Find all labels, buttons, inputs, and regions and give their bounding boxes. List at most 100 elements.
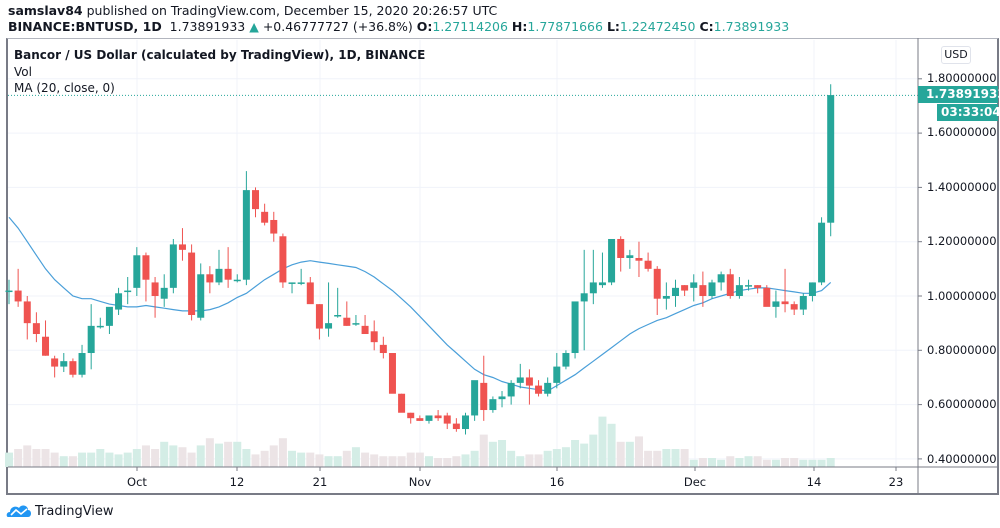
price-label: 0.60000000 (927, 397, 997, 411)
volume-bar (634, 436, 643, 467)
volume-bar (762, 459, 771, 467)
time-label: Nov (408, 475, 432, 489)
volume-bar (297, 452, 306, 467)
candle-body (763, 287, 771, 307)
volume-legend[interactable]: Vol (14, 65, 32, 79)
close-value: 1.73891933 (713, 19, 790, 34)
candle-body (242, 190, 250, 280)
candle-body (425, 415, 433, 421)
symbol: BINANCE:BNTUSD, 1D (8, 19, 162, 34)
volume-bar (333, 456, 342, 467)
volume-bar (406, 452, 415, 467)
volume-bar (260, 450, 269, 467)
price-label: 0.40000000 (927, 452, 997, 466)
volume-bar (671, 449, 680, 467)
tradingview-cloud-icon (6, 505, 32, 517)
candle-body (279, 236, 287, 283)
candle-body (489, 399, 497, 411)
candle-body (60, 361, 68, 367)
candle-body (681, 285, 689, 291)
candle-body (42, 336, 50, 356)
volume-bar (32, 449, 41, 467)
high-value: 1.77871666 (527, 19, 603, 34)
candle-body (507, 382, 515, 397)
chart-frame (6, 38, 999, 495)
currency-button[interactable]: USD (941, 46, 971, 64)
volume-bar (342, 450, 351, 467)
candle-body (343, 317, 351, 326)
candle-body (124, 290, 132, 293)
price-label: 1.80000000 (927, 71, 997, 85)
tradingview-logo[interactable]: TradingView (6, 502, 114, 520)
volume-bar (361, 452, 370, 467)
countdown-tag: 03:33:04 (937, 104, 1000, 121)
volume-bar (315, 454, 324, 467)
volume-bar (625, 441, 634, 467)
candle-body (23, 301, 31, 324)
candle-body (462, 415, 469, 430)
volume-bar (808, 459, 817, 467)
volume-bar (14, 449, 23, 467)
volume-bar (242, 449, 251, 467)
candle-body (662, 296, 670, 299)
candle-body (589, 282, 597, 294)
volume-bar (224, 441, 233, 467)
candle-body (635, 257, 643, 261)
candle-body (471, 380, 479, 416)
volume-bar (689, 459, 698, 467)
candle-body (206, 274, 214, 283)
last-price: 1.73891933 (169, 19, 246, 34)
candle-body (498, 396, 506, 400)
volume-bar (306, 452, 315, 467)
price-label: 0.80000000 (927, 343, 997, 357)
ma-line (8, 216, 832, 392)
candle-body (626, 255, 634, 258)
open-label: O: (416, 19, 433, 34)
time-label: 16 (549, 475, 565, 489)
volume-bar (744, 456, 753, 467)
candle-body (480, 382, 488, 411)
candle-body (160, 287, 168, 299)
close-label: C: (699, 19, 714, 34)
candle-body (717, 274, 725, 283)
candle-body (188, 252, 196, 316)
volume-bar (781, 458, 790, 467)
candle-body (215, 268, 223, 283)
candle-body (827, 95, 835, 223)
candle-body (398, 393, 406, 413)
candle-body (352, 323, 360, 325)
volume-bar (525, 454, 534, 467)
candle-body (535, 385, 543, 394)
candle-body (808, 282, 816, 296)
candle-body (434, 415, 442, 419)
volume-bar (799, 459, 808, 467)
price-label: 1.20000000 (927, 234, 997, 248)
volume-bar (653, 450, 662, 467)
volume-bar (735, 458, 744, 467)
candle-body (325, 323, 333, 329)
last-price-tag: 1.73891933 (918, 86, 1000, 103)
candle-body (379, 344, 387, 354)
volume-bar (187, 452, 196, 467)
candle-body (799, 296, 807, 310)
candle-body (169, 244, 177, 288)
volume-bar (561, 447, 570, 467)
candle-body (407, 412, 415, 419)
up-arrow-icon: ▲ (249, 19, 259, 34)
candle-body (5, 290, 13, 293)
volume-bar (717, 459, 726, 467)
author-name[interactable]: samslav84 (8, 3, 83, 18)
candle-body (571, 301, 579, 354)
low-label: L: (606, 19, 620, 34)
candle-body (51, 358, 59, 367)
volume-bar (214, 443, 223, 467)
brand-name: TradingView (35, 503, 114, 519)
candle-body (224, 268, 232, 280)
ma-legend[interactable]: MA (20, close, 0) (14, 81, 115, 95)
volume-bar (790, 458, 799, 467)
volume-bar (662, 449, 671, 467)
high-label: H: (511, 19, 528, 34)
volume-bar (233, 441, 242, 467)
volume-bar (616, 441, 625, 467)
